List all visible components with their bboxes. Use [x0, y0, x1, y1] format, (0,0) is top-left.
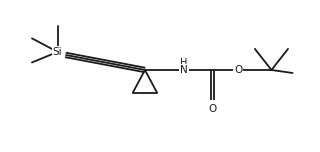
Text: O: O [234, 65, 243, 75]
Text: Si: Si [53, 47, 62, 57]
Text: O: O [209, 104, 217, 114]
Text: N: N [180, 65, 188, 75]
Text: H: H [180, 58, 188, 68]
